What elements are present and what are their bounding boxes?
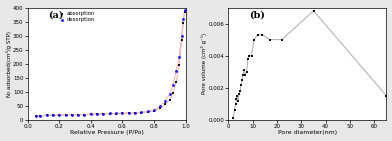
absorption	[170, 92, 176, 94]
Point	[243, 71, 250, 73]
absorption	[167, 99, 173, 101]
desorption	[37, 114, 44, 117]
Point	[242, 74, 249, 76]
desorption	[88, 113, 94, 115]
absorption	[151, 110, 157, 112]
absorption	[132, 112, 138, 114]
desorption	[145, 110, 151, 113]
absorption	[125, 112, 132, 114]
desorption	[170, 84, 176, 86]
Point	[383, 95, 390, 97]
absorption	[176, 64, 182, 66]
desorption	[75, 113, 81, 116]
Y-axis label: Pore volume (cm³ g⁻¹): Pore volume (cm³ g⁻¹)	[201, 33, 207, 94]
Text: (b): (b)	[249, 11, 265, 20]
desorption	[167, 93, 173, 95]
desorption	[173, 70, 179, 72]
desorption	[180, 18, 187, 20]
Point	[310, 10, 317, 12]
Point	[267, 38, 273, 41]
absorption	[181, 11, 188, 13]
Point	[254, 34, 261, 36]
desorption	[50, 114, 56, 116]
desorption	[132, 111, 138, 114]
Point	[279, 38, 285, 41]
Point	[260, 34, 266, 36]
absorption	[145, 111, 151, 113]
X-axis label: Pore diameter(nm): Pore diameter(nm)	[278, 130, 337, 136]
Point	[231, 109, 238, 111]
desorption	[157, 105, 163, 107]
desorption	[162, 100, 168, 102]
absorption	[88, 113, 94, 115]
absorption	[180, 22, 187, 24]
absorption	[50, 114, 56, 116]
absorption	[33, 115, 39, 117]
desorption	[119, 112, 125, 114]
absorption	[119, 112, 125, 114]
desorption	[56, 114, 62, 116]
desorption	[94, 113, 100, 115]
desorption	[113, 112, 119, 114]
absorption	[69, 114, 75, 116]
absorption	[157, 107, 163, 109]
Point	[245, 58, 251, 60]
desorption	[44, 114, 50, 116]
X-axis label: Relative Pressure (P/Po): Relative Pressure (P/Po)	[70, 130, 143, 136]
desorption	[176, 56, 182, 58]
Text: (a): (a)	[48, 11, 64, 20]
absorption	[37, 114, 44, 117]
Point	[233, 98, 240, 100]
Point	[236, 93, 242, 95]
Point	[234, 95, 240, 97]
absorption	[162, 103, 168, 106]
Point	[230, 117, 236, 119]
desorption	[138, 111, 145, 113]
desorption	[181, 9, 188, 12]
desorption	[178, 35, 185, 37]
Point	[238, 83, 244, 86]
absorption	[107, 113, 113, 115]
desorption	[107, 112, 113, 114]
Point	[251, 38, 257, 41]
Point	[239, 79, 245, 81]
Y-axis label: N₂ adsorbed(cm³/g STP): N₂ adsorbed(cm³/g STP)	[5, 31, 11, 97]
absorption	[100, 113, 107, 115]
absorption	[178, 39, 185, 41]
Point	[235, 100, 241, 102]
absorption	[113, 113, 119, 115]
desorption	[69, 114, 75, 116]
desorption	[62, 114, 69, 116]
desorption	[125, 112, 132, 114]
desorption	[100, 113, 107, 115]
Point	[249, 55, 255, 57]
desorption	[151, 109, 157, 111]
absorption	[75, 113, 81, 116]
absorption	[173, 81, 179, 83]
Point	[240, 74, 246, 76]
Point	[246, 55, 252, 57]
absorption	[94, 113, 100, 115]
Point	[241, 69, 247, 71]
desorption	[33, 115, 39, 117]
Legend: absorption, desorption: absorption, desorption	[59, 10, 96, 23]
absorption	[82, 113, 88, 116]
absorption	[56, 114, 62, 116]
absorption	[44, 114, 50, 116]
Point	[237, 90, 243, 92]
Point	[232, 103, 239, 105]
absorption	[62, 114, 69, 116]
desorption	[82, 113, 88, 116]
absorption	[138, 111, 145, 114]
